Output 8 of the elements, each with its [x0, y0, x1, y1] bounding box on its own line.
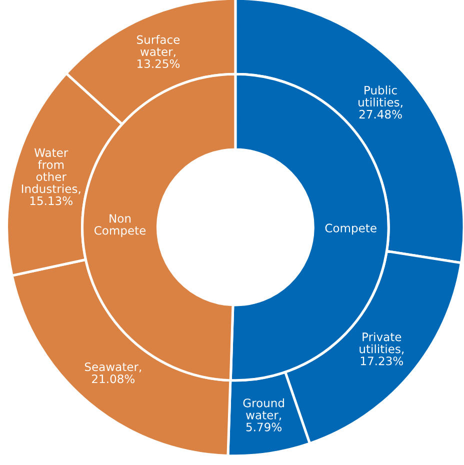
- slice-label: Water from other Industries, 15.13%: [22, 148, 80, 206]
- slice-label: Surface water, 13.25%: [137, 35, 180, 68]
- slice-label: Private utilities, 17.23%: [360, 332, 404, 366]
- slice-label: Ground water, 5.79%: [243, 398, 284, 432]
- text: Compete: [325, 224, 376, 235]
- slice-label: Public utilities, 27.48%: [358, 86, 402, 119]
- text: Non Compete: [94, 214, 146, 238]
- slice-label: Seawater, 21.08%: [84, 362, 142, 384]
